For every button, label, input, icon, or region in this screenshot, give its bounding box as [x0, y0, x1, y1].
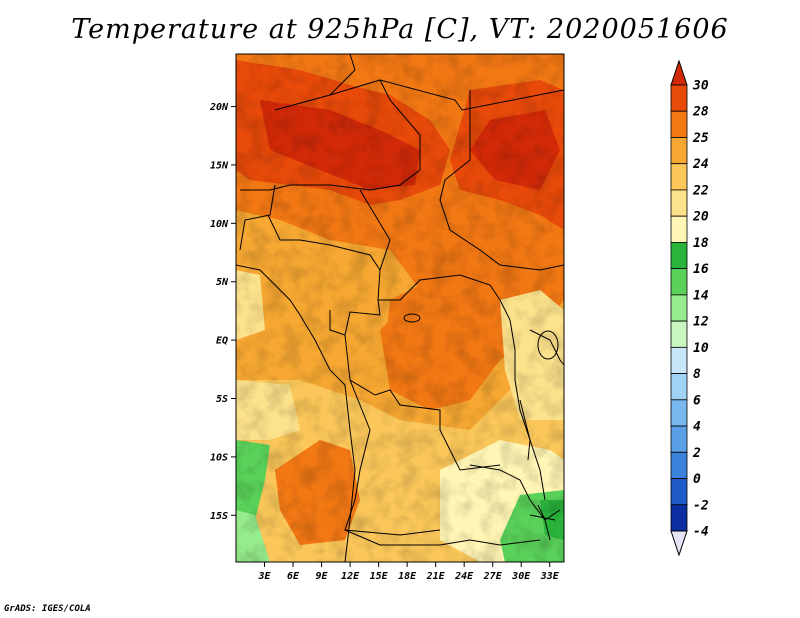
- x-tick-label: 21E: [426, 571, 446, 582]
- colorbar-bin: [670, 268, 688, 296]
- colorbar-label: 16: [693, 262, 709, 277]
- y-tick-label: 10N: [210, 219, 229, 230]
- x-tick-label: 33E: [540, 571, 560, 582]
- colorbar-label: 2: [692, 446, 701, 461]
- colorbar-label: 12: [693, 315, 709, 330]
- colorbar-label: 0: [693, 472, 701, 487]
- x-tick-label: 27E: [483, 571, 503, 582]
- colorbar-bin: [670, 320, 688, 348]
- colorbar-label: 20: [692, 210, 709, 225]
- colorbar-bin: [670, 110, 688, 138]
- colorbar-label: 18: [693, 236, 709, 251]
- colorbar-label: 8: [693, 367, 701, 382]
- colorbar-bin: [670, 163, 688, 191]
- colorbar-bin: [670, 84, 688, 112]
- map-title: Temperature at 925hPa [C], VT: 202005160…: [71, 14, 729, 45]
- y-tick-label: 5N: [216, 277, 229, 288]
- x-tick-label: 9E: [316, 571, 329, 582]
- grads-credit: GrADS: IGES/COLA: [4, 604, 91, 614]
- colorbar-label: 6: [693, 393, 701, 408]
- colorbar-label: -2: [693, 498, 709, 513]
- colorbar-label: 14: [693, 288, 709, 303]
- colorbar-label: 22: [692, 183, 709, 198]
- y-axis: 20N 15N 10N 5N EQ 5S 10S 15S: [209, 102, 236, 522]
- colorbar-label: 28: [692, 105, 709, 120]
- colorbar-bin: [670, 425, 688, 453]
- y-tick-label: 20N: [209, 102, 229, 113]
- colorbar-label: 4: [693, 420, 701, 435]
- y-tick-label: 10S: [210, 452, 228, 463]
- temperature-field: [236, 54, 564, 562]
- colorbar-label: 30: [692, 79, 709, 94]
- x-axis: 3E 6E 9E 12E 15E 18E 21E 24E 27E 30E 33E: [257, 562, 560, 582]
- x-tick-label: 6E: [287, 571, 300, 582]
- colorbar-bin: [670, 137, 688, 165]
- plot-frame: [235, 53, 565, 563]
- colorbar-bin: [670, 242, 688, 270]
- colorbar-label: -4: [693, 525, 709, 540]
- x-tick-label: 12E: [341, 571, 360, 582]
- country-borders: [236, 54, 564, 562]
- x-tick-label: 24E: [454, 571, 474, 582]
- x-tick-label: 30E: [511, 571, 531, 582]
- lake-outlines: [403, 313, 559, 541]
- x-tick-label: 15E: [370, 571, 389, 582]
- colorbar-bin: [670, 478, 688, 506]
- colorbar-bin: [670, 215, 688, 243]
- y-tick-label: 15S: [210, 511, 228, 522]
- y-tick-label: 5S: [216, 394, 228, 405]
- x-tick-label: 3E: [257, 571, 271, 582]
- x-tick-label: 18E: [398, 571, 417, 582]
- colorbar-label: 24: [692, 157, 709, 172]
- colorbar-bin: [670, 399, 688, 427]
- colorbar-max-triangle: [670, 59, 688, 86]
- colorbar-bin: [670, 294, 688, 322]
- y-tick-label: 15N: [210, 160, 229, 171]
- colorbar-bin: [670, 346, 688, 374]
- y-tick-label: EQ: [216, 336, 228, 347]
- colorbar-min-triangle: [670, 530, 688, 557]
- colorbar-label: 10: [693, 341, 709, 356]
- colorbar-bin: [670, 451, 688, 479]
- colorbar-bin: [670, 504, 688, 532]
- colorbar-label: 25: [692, 131, 709, 146]
- colorbar-bin: [670, 373, 688, 401]
- colorbar-bin: [670, 189, 688, 217]
